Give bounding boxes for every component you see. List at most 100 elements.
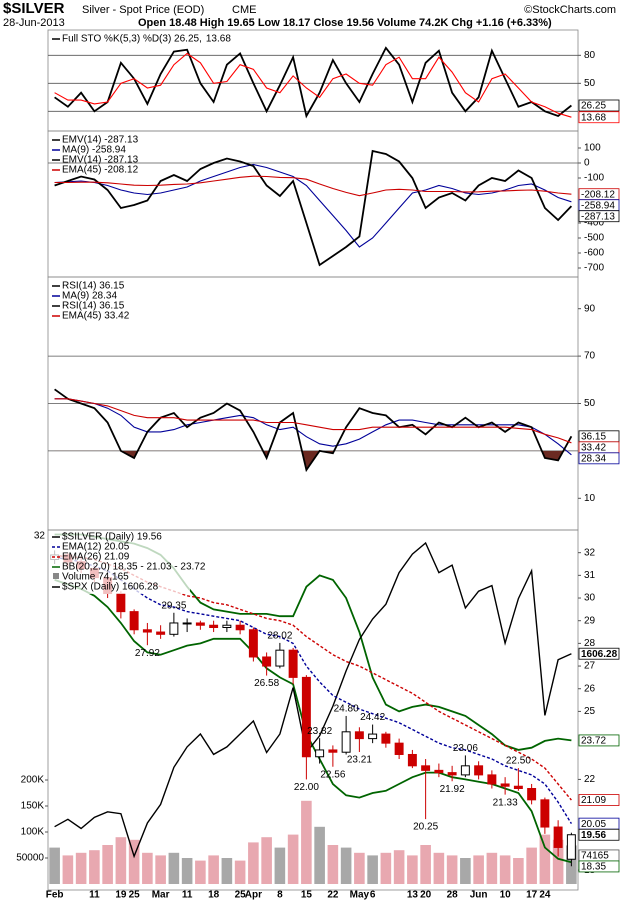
candle-body <box>262 656 272 667</box>
y-tick-label: 50 <box>584 398 596 409</box>
x-tick-label: 13 <box>407 890 419 901</box>
candle-body <box>129 611 139 631</box>
series-line <box>54 163 572 248</box>
legend-label: EMA(45) 33.42 <box>62 311 130 322</box>
volume-bar <box>142 852 153 884</box>
volume-tick-label: 50000 <box>16 853 44 864</box>
x-tick-label: 22 <box>327 890 339 901</box>
volume-bar <box>181 858 193 884</box>
volume-bar <box>49 847 60 884</box>
y-tick-label: 30 <box>584 593 596 604</box>
value-tag-box <box>578 828 620 841</box>
volume-bar <box>274 847 286 884</box>
x-tick-label: Mar <box>152 890 170 901</box>
price-annotation: 23.06 <box>453 743 478 754</box>
overlay-tag: 1606.28 <box>581 649 618 660</box>
volume-bar <box>287 834 299 884</box>
y-tick-label: -700 <box>584 263 604 274</box>
value-tag-box <box>578 734 620 747</box>
price-annotation: 28.02 <box>267 631 292 642</box>
value-tag: 23.72 <box>581 736 606 747</box>
x-tick-label: Apr <box>245 890 262 901</box>
x-tick-label: 10 <box>500 890 512 901</box>
candle-body <box>381 733 391 744</box>
candle-body <box>407 753 417 767</box>
candle-body <box>553 826 563 848</box>
volume-bar <box>354 852 365 884</box>
x-tick-label: 15 <box>301 890 313 901</box>
volume-bar <box>208 855 219 884</box>
x-tick-label: Feb <box>46 890 64 901</box>
y-tick-label: 90 <box>584 303 596 314</box>
date: 28-Jun-2013 <box>3 17 65 29</box>
candle-body <box>434 769 444 774</box>
value-tag: 28.34 <box>581 453 606 464</box>
candle-body <box>328 749 338 753</box>
y-tick-label: 31 <box>584 570 596 581</box>
value-tag: -208.12 <box>581 189 615 200</box>
candle-body <box>354 731 364 740</box>
price-annotation: 23.21 <box>347 755 372 766</box>
value-tag: 36.15 <box>581 431 606 442</box>
volume-bar <box>380 852 392 884</box>
volume-bar <box>248 842 259 884</box>
value-tag-box <box>578 452 620 465</box>
candle-body <box>248 629 258 658</box>
legend-label: EMA(45) -208.12 <box>62 165 139 176</box>
value-tag-box <box>578 99 620 112</box>
volume-bar <box>407 855 418 884</box>
candle-body <box>527 787 537 801</box>
y-tick-label: 80 <box>584 50 596 61</box>
value-tag: 74165 <box>581 851 609 862</box>
volume-tick-label: 150K <box>21 801 45 812</box>
x-tick-label: 19 <box>115 890 127 901</box>
series-line <box>54 398 572 444</box>
value-tag: 26.25 <box>581 101 606 112</box>
candle-body <box>368 733 378 740</box>
value-tag: 13.68 <box>581 112 606 123</box>
left-flag: 32 <box>34 531 46 542</box>
y-tick-label: 25 <box>584 706 596 717</box>
x-tick-label: Jun <box>470 890 488 901</box>
y-tick-label: 50 <box>584 78 596 89</box>
candle-body <box>341 731 351 753</box>
price-annotation: 24.80 <box>334 704 359 715</box>
candle-body <box>447 772 457 776</box>
band-lower <box>54 579 572 864</box>
value-tag-box <box>578 794 620 806</box>
candle-body <box>288 649 298 678</box>
candle-body <box>474 765 484 776</box>
candle-body <box>222 624 232 629</box>
legend-label: Volume 74,165 <box>62 572 129 583</box>
y-tick-label: 100 <box>584 143 601 154</box>
price-annotation: 29.35 <box>161 600 186 611</box>
volume-tick-label: 100K <box>21 827 45 838</box>
legend-label: $SPX (Daily) 1606.28 <box>62 582 159 593</box>
candle-body <box>513 785 523 789</box>
candle-body <box>394 742 404 755</box>
x-tick-label: 11 <box>89 890 100 901</box>
series-line <box>54 175 572 197</box>
value-tag: 19.56 <box>581 830 606 841</box>
legend-label: MA(9) -258.94 <box>62 145 126 156</box>
price-annotation: 24.42 <box>360 712 385 723</box>
candle-body <box>182 622 192 625</box>
volume-bar <box>89 850 100 884</box>
candle-body <box>540 799 550 828</box>
price-annotation: 20.25 <box>413 822 438 833</box>
value-tag: 21.09 <box>581 795 606 806</box>
x-tick-label: 18 <box>208 890 220 901</box>
candle-body <box>421 765 431 771</box>
volume-bar <box>367 855 378 884</box>
candle-body <box>169 622 179 635</box>
volume-tick-label: 200K <box>21 775 45 786</box>
x-tick-label: 25 <box>235 890 247 901</box>
value-tag-box <box>578 111 620 124</box>
candle-body <box>235 624 245 631</box>
volume-bar <box>102 845 113 884</box>
volume-bar <box>234 860 246 884</box>
y-tick-label: 28 <box>584 638 596 649</box>
volume-bar <box>526 847 537 884</box>
price-annotation: 21.33 <box>493 797 518 808</box>
series-line <box>54 149 573 267</box>
